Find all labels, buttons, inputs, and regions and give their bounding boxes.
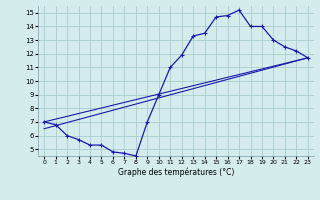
X-axis label: Graphe des températures (°C): Graphe des températures (°C) xyxy=(118,168,234,177)
